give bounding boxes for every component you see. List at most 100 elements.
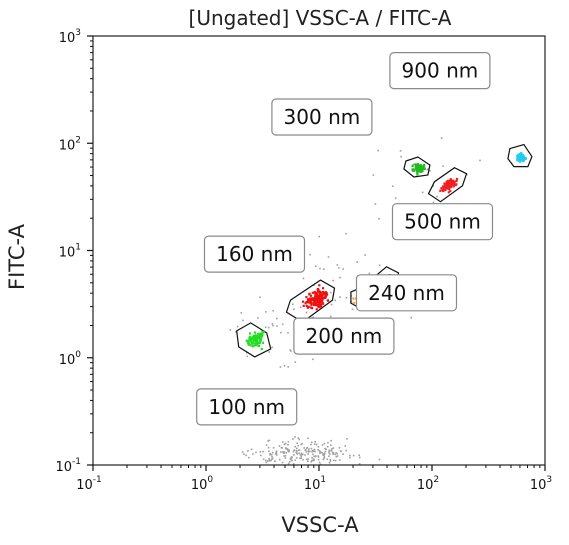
noise-event [265, 311, 267, 313]
noise-event [294, 445, 296, 448]
population-event [415, 169, 418, 172]
population-event [323, 292, 326, 296]
population-event [305, 304, 308, 307]
noise-event [319, 452, 322, 454]
noise-event [312, 449, 314, 452]
population-label-box [271, 98, 373, 136]
noise-event [412, 163, 415, 166]
population-event [318, 296, 321, 299]
population-event [314, 295, 317, 298]
noise-event [329, 458, 332, 461]
noise-event [268, 459, 271, 462]
noise-event [275, 454, 278, 456]
population-event [524, 157, 527, 160]
population-event [320, 300, 323, 303]
population-event [318, 295, 321, 298]
gate-outline [507, 143, 533, 168]
noise-event [292, 463, 295, 465]
population-event [307, 305, 310, 308]
population-event [257, 332, 260, 335]
noise-event [327, 441, 329, 444]
population-event [411, 168, 414, 171]
noise-event [266, 460, 269, 462]
noise-event [268, 439, 271, 442]
population-event [252, 334, 255, 337]
noise-event [229, 329, 232, 331]
noise-event [272, 309, 274, 312]
population-event [449, 183, 452, 186]
population-event [318, 290, 321, 293]
noise-event [331, 451, 334, 454]
population-label-box [391, 203, 494, 241]
population-event [253, 339, 256, 342]
noise-event [338, 459, 341, 461]
noise-event [305, 311, 308, 314]
noise-event [318, 461, 321, 464]
noise-event [317, 455, 320, 457]
population-event [445, 180, 448, 183]
noise-event [324, 450, 327, 453]
population-event [447, 191, 450, 194]
noise-event [313, 450, 315, 452]
population-event [419, 164, 422, 167]
population-event [248, 337, 251, 340]
noise-event [312, 316, 314, 318]
population-event [252, 336, 256, 339]
population-event [423, 163, 426, 166]
noise-event [313, 455, 315, 458]
population-event [444, 189, 447, 192]
population-event [308, 299, 311, 302]
noise-event [394, 197, 397, 199]
population-event [316, 301, 319, 304]
noise-event [336, 452, 338, 455]
noise-event [322, 458, 325, 461]
population-event [318, 303, 321, 306]
noise-event [283, 452, 285, 454]
noise-event [374, 203, 377, 205]
noise-event [276, 325, 278, 327]
noise-event [400, 155, 402, 158]
population-event [321, 291, 325, 294]
population-event [317, 303, 320, 306]
noise-event [342, 453, 344, 455]
noise-event [235, 331, 237, 333]
population-event [249, 344, 252, 347]
noise-event [338, 447, 341, 449]
population-event [246, 341, 250, 344]
x-axis-ticks: 10-1 100 101 102 103 [76, 465, 552, 493]
noise-event [302, 277, 305, 280]
noise-event [293, 449, 295, 451]
population-event [307, 301, 310, 304]
noise-event [378, 458, 381, 461]
noise-event [284, 455, 287, 457]
noise-event [299, 457, 301, 460]
population-event [260, 336, 263, 339]
noise-event [311, 456, 313, 459]
noise-event [312, 358, 314, 361]
noise-event [298, 438, 300, 441]
chart-title: [Ungated] VSSC-A / FITC-A [189, 6, 452, 30]
noise-event [270, 459, 272, 462]
noise-event [328, 455, 330, 457]
noise-event [326, 458, 329, 460]
population-event [255, 341, 258, 344]
population-event [448, 180, 451, 183]
noise-event [242, 319, 244, 322]
population-event [249, 340, 253, 343]
population-event [252, 338, 256, 341]
noise-event [318, 235, 320, 238]
population-event [312, 302, 315, 305]
noise-event [410, 316, 412, 319]
population-event [262, 330, 265, 334]
noise-event [325, 448, 327, 451]
noise-event [301, 442, 304, 445]
population-event [305, 296, 308, 299]
noise-event [358, 454, 360, 456]
population-event [451, 181, 454, 185]
noise-event [291, 456, 294, 459]
population-event [249, 335, 252, 338]
population-label: 100 nm [196, 388, 298, 426]
noise-event [309, 450, 311, 453]
population-event [455, 179, 458, 183]
noise-event [332, 459, 335, 462]
